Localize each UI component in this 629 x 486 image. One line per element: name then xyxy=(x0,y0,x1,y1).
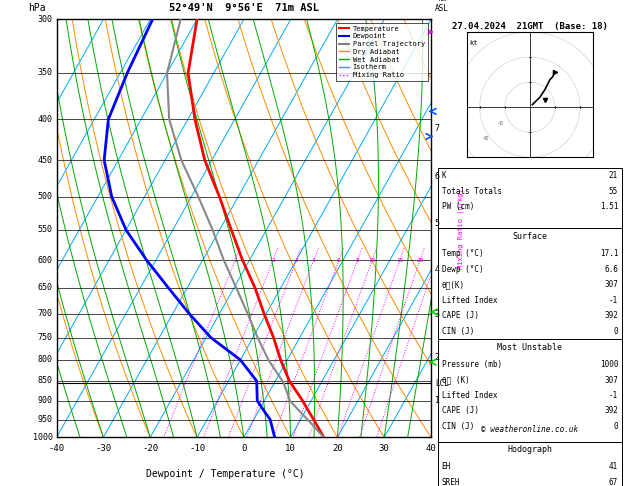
Text: Lifted Index: Lifted Index xyxy=(442,391,497,400)
Text: 4: 4 xyxy=(435,265,440,274)
Text: 0: 0 xyxy=(613,327,618,336)
Text: 600: 600 xyxy=(38,256,53,264)
Text: θᴇ(K): θᴇ(K) xyxy=(442,280,465,289)
Text: 400: 400 xyxy=(38,115,53,124)
Text: 8: 8 xyxy=(355,258,359,262)
Text: 450: 450 xyxy=(38,156,53,165)
Text: 10: 10 xyxy=(369,258,376,262)
Text: Hodograph: Hodograph xyxy=(508,445,552,454)
Text: CIN (J): CIN (J) xyxy=(442,327,474,336)
Text: 0: 0 xyxy=(613,422,618,431)
Text: Pressure (mb): Pressure (mb) xyxy=(442,360,502,369)
Text: -10: -10 xyxy=(189,444,205,452)
Text: 950: 950 xyxy=(38,415,53,424)
Text: 21: 21 xyxy=(609,171,618,180)
Text: 1000: 1000 xyxy=(33,433,53,442)
Text: 3: 3 xyxy=(294,258,298,262)
Text: 750: 750 xyxy=(38,333,53,342)
Bar xyxy=(438,442,622,486)
Text: CIN (J): CIN (J) xyxy=(442,422,474,431)
Text: 0: 0 xyxy=(241,444,247,452)
Bar xyxy=(438,228,622,339)
Text: θᴇ (K): θᴇ (K) xyxy=(442,376,469,384)
Text: -20: -20 xyxy=(142,444,159,452)
Text: km
ASL: km ASL xyxy=(435,0,448,13)
Text: 41: 41 xyxy=(609,463,618,471)
Text: 900: 900 xyxy=(38,396,53,405)
Text: hPa: hPa xyxy=(28,3,46,13)
Text: 1: 1 xyxy=(233,258,237,262)
Text: 392: 392 xyxy=(604,406,618,416)
Text: 52°49'N  9°56'E  71m ASL: 52°49'N 9°56'E 71m ASL xyxy=(169,3,319,13)
Text: 850: 850 xyxy=(38,377,53,385)
Text: © weatheronline.co.uk: © weatheronline.co.uk xyxy=(481,425,579,434)
Text: 1: 1 xyxy=(435,396,440,405)
Text: 300: 300 xyxy=(38,15,53,24)
Text: 7: 7 xyxy=(435,124,440,133)
Legend: Temperature, Dewpoint, Parcel Trajectory, Dry Adiabat, Wet Adiabat, Isotherm, Mi: Temperature, Dewpoint, Parcel Trajectory… xyxy=(336,23,428,81)
Text: 20: 20 xyxy=(416,258,424,262)
Text: 10: 10 xyxy=(285,444,296,452)
Text: -1: -1 xyxy=(609,295,618,305)
Text: -40: -40 xyxy=(48,444,65,452)
Text: 1.51: 1.51 xyxy=(599,202,618,211)
Text: LCL: LCL xyxy=(435,379,448,387)
Text: 2: 2 xyxy=(271,258,275,262)
Text: 500: 500 xyxy=(38,192,53,201)
Text: 6.6: 6.6 xyxy=(604,265,618,274)
Text: 392: 392 xyxy=(604,311,618,320)
Text: 27.04.2024  21GMT  (Base: 18): 27.04.2024 21GMT (Base: 18) xyxy=(452,21,608,31)
Text: 6: 6 xyxy=(435,172,440,181)
Text: 550: 550 xyxy=(38,226,53,234)
Text: 4: 4 xyxy=(312,258,316,262)
Text: 15: 15 xyxy=(396,258,404,262)
Text: Dewpoint / Temperature (°C): Dewpoint / Temperature (°C) xyxy=(146,469,304,479)
Text: 5: 5 xyxy=(435,219,440,228)
Text: 650: 650 xyxy=(38,283,53,293)
Bar xyxy=(438,168,622,228)
Text: 20: 20 xyxy=(332,444,343,452)
Text: SREH: SREH xyxy=(442,478,460,486)
Text: CAPE (J): CAPE (J) xyxy=(442,406,479,416)
Text: 2: 2 xyxy=(435,353,440,362)
Text: Most Unstable: Most Unstable xyxy=(498,343,562,351)
Text: 307: 307 xyxy=(604,376,618,384)
Text: Surface: Surface xyxy=(513,232,547,241)
Bar xyxy=(438,339,622,442)
Text: 40: 40 xyxy=(426,444,437,452)
Text: Lifted Index: Lifted Index xyxy=(442,295,497,305)
Text: Temp (°C): Temp (°C) xyxy=(442,249,483,259)
Text: 17.1: 17.1 xyxy=(599,249,618,259)
Text: 350: 350 xyxy=(38,69,53,77)
Text: Dewp (°C): Dewp (°C) xyxy=(442,265,483,274)
Text: 55: 55 xyxy=(609,187,618,196)
Text: PW (cm): PW (cm) xyxy=(442,202,474,211)
Text: 1000: 1000 xyxy=(599,360,618,369)
Text: 700: 700 xyxy=(38,309,53,318)
Text: 800: 800 xyxy=(38,355,53,364)
Text: -1: -1 xyxy=(609,391,618,400)
Text: CAPE (J): CAPE (J) xyxy=(442,311,479,320)
Text: 307: 307 xyxy=(604,280,618,289)
Text: 67: 67 xyxy=(609,478,618,486)
Text: Totals Totals: Totals Totals xyxy=(442,187,502,196)
Text: 30: 30 xyxy=(379,444,389,452)
Text: Mixing Ratio (g/kg): Mixing Ratio (g/kg) xyxy=(458,188,464,269)
Text: 3: 3 xyxy=(435,310,440,319)
Text: 6: 6 xyxy=(337,258,341,262)
Text: -30: -30 xyxy=(96,444,111,452)
Text: K: K xyxy=(442,171,446,180)
Text: EH: EH xyxy=(442,463,451,471)
